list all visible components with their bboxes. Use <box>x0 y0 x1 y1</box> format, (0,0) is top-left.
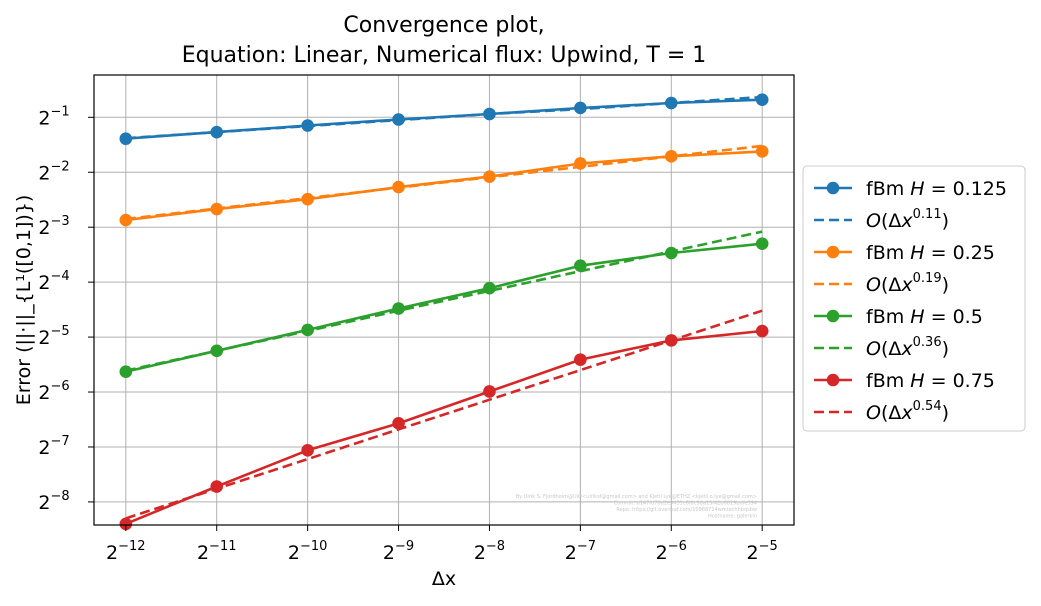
x-tick-label: 2−7 <box>565 539 596 564</box>
series-line-5 <box>125 230 763 372</box>
y-tick-label: 2−3 <box>38 214 69 239</box>
data-point-6 <box>119 517 133 531</box>
legend-entry-2: fBm H = 0.25 <box>866 242 995 264</box>
legend-entry-0: fBm H = 0.125 <box>866 178 1007 200</box>
y-axis-ticks: 2−8 2−7 2−6 2−5 2−4 2−3 2−2 2−1 <box>38 104 94 514</box>
x-tick-label: 2−10 <box>288 539 328 564</box>
y-tick-label: 2−5 <box>38 324 69 349</box>
legend-swatch-marker-0 <box>826 181 840 195</box>
legend-entry-4: fBm H = 0.5 <box>866 306 983 328</box>
series-line-7 <box>125 309 763 520</box>
y-tick-label: 2−6 <box>38 379 69 404</box>
y-tick-label: 2−2 <box>38 159 69 184</box>
legend: fBm H = 0.125 O(Δx0.11) fBm H = 0.25 O(Δx0.… <box>802 165 1026 432</box>
watermark-line: Hostname: galerkin <box>708 514 757 520</box>
legend-entry-6: fBm H = 0.75 <box>866 370 995 392</box>
watermark: By Ulrik S. Fjordholm@UiO<ulriksf@gmail.… <box>516 494 757 520</box>
legend-swatch-marker-4 <box>826 309 840 323</box>
legend-entry-1: O(Δx0.11) <box>866 207 949 232</box>
x-axis-ticks: 2−12 2−11 2−10 2−9 2−8 2−7 2−6 2−5 <box>106 525 778 564</box>
data-point-0 <box>119 132 133 146</box>
data-point-2 <box>119 213 133 227</box>
chart-title-line2: Equation: Linear, Numerical flux: Upwind… <box>182 43 707 68</box>
x-tick-label: 2−9 <box>383 539 414 564</box>
data-point-4 <box>664 246 678 260</box>
data-point-6 <box>301 443 314 457</box>
y-tick-label: 2−8 <box>38 489 69 514</box>
y-tick-label: 2−7 <box>38 434 69 459</box>
data-point-4 <box>119 365 133 379</box>
data-point-6 <box>755 324 769 338</box>
plot-series <box>119 93 769 531</box>
y-tick-label: 2−1 <box>38 104 69 129</box>
plot-frame <box>93 74 795 526</box>
x-tick-label: 2−11 <box>197 539 237 564</box>
data-point-4 <box>755 237 769 250</box>
x-axis-label: Δx <box>432 568 456 590</box>
data-point-4 <box>574 259 587 272</box>
chart-title-line1: Convergence plot, <box>343 13 544 38</box>
watermark-line: Repo: https://git.overleaf.com/10988714w… <box>616 507 757 513</box>
data-point-6 <box>574 353 587 366</box>
watermark-line: By Ulrik S. Fjordholm@UiO<ulriksf@gmail.… <box>516 494 757 500</box>
x-tick-label: 2−5 <box>747 539 778 564</box>
data-point-2 <box>755 145 769 158</box>
x-tick-label: 2−8 <box>474 539 505 564</box>
series-line-3 <box>125 144 763 221</box>
legend-entry-7: O(Δx0.54) <box>866 399 949 424</box>
data-point-0 <box>755 93 769 107</box>
legend-entry-5: O(Δx0.36) <box>866 335 949 360</box>
legend-swatch-marker-2 <box>826 245 840 259</box>
series-line-1 <box>125 95 763 140</box>
watermark-line: Commit: d147fd70d2e9431c6f6c90a13f42b681… <box>614 501 757 507</box>
data-point-6 <box>483 385 496 398</box>
legend-entry-3: O(Δx0.19) <box>866 271 949 296</box>
series-line-6 <box>124 329 764 526</box>
y-axis-label: Error (||·||_{L¹([0,1])}) <box>13 195 35 406</box>
x-tick-label: 2−6 <box>656 539 687 564</box>
x-tick-label: 2−12 <box>106 539 146 564</box>
legend-swatch-marker-6 <box>826 373 840 387</box>
legend-box <box>802 165 1026 432</box>
data-point-6 <box>392 417 405 430</box>
y-tick-label: 2−4 <box>38 269 69 294</box>
